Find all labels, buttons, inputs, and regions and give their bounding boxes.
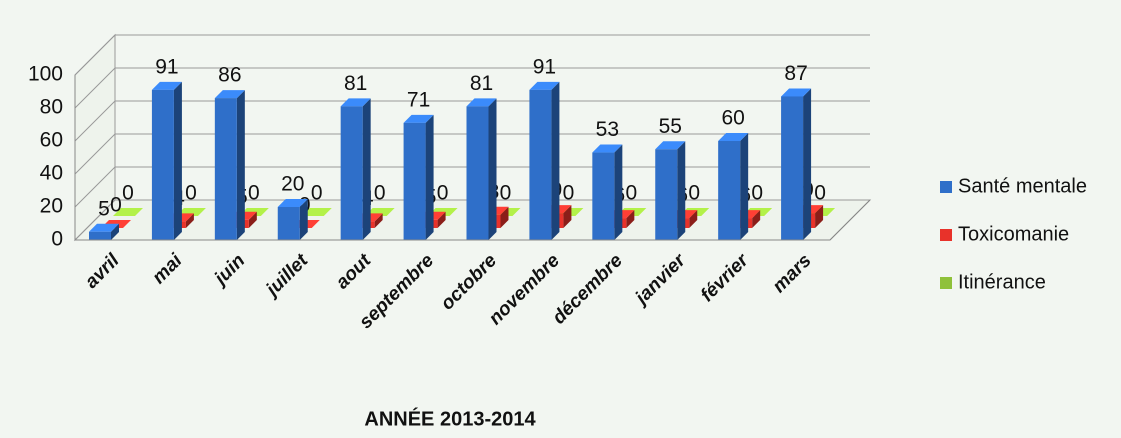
bar-side — [425, 114, 434, 240]
y-tick-label: 40 — [40, 162, 63, 185]
bar — [592, 152, 615, 240]
data-label: 71 — [407, 88, 430, 111]
data-label: 91 — [155, 55, 178, 78]
bar-top — [403, 114, 434, 123]
data-label: 5 — [98, 197, 110, 220]
grid-line — [74, 34, 870, 76]
data-label: 91 — [533, 55, 556, 78]
data-label: 81 — [470, 72, 493, 95]
data-label: 0 — [374, 182, 386, 205]
bar-top — [718, 133, 749, 141]
x-axis-edge — [829, 199, 871, 241]
bar-side — [740, 133, 749, 240]
data-label: 0 — [751, 182, 763, 205]
data-label: 0 — [625, 182, 637, 205]
data-label: 53 — [596, 118, 619, 141]
data-label: 86 — [218, 64, 241, 87]
bar-side — [626, 210, 635, 228]
bar — [340, 106, 363, 240]
bar — [89, 231, 111, 240]
data-label: 0 — [437, 182, 449, 205]
data-label: 87 — [784, 62, 807, 85]
bar-top — [89, 223, 119, 232]
bar-side — [563, 205, 572, 228]
legend-swatch — [940, 181, 952, 193]
bar-side — [362, 98, 371, 240]
bar — [781, 96, 804, 240]
legend-swatch — [940, 277, 952, 289]
bar-side — [236, 90, 245, 240]
data-label: 0 — [311, 182, 323, 205]
legend-label: Itinérance — [958, 271, 1046, 293]
bar-top — [466, 98, 497, 107]
bar-side — [299, 199, 308, 240]
bar — [214, 98, 237, 240]
bar-side — [185, 213, 194, 228]
bar — [718, 141, 741, 240]
y-tick-label: 80 — [40, 96, 63, 119]
bar-side — [111, 223, 119, 240]
y-tick-label: 60 — [40, 129, 63, 152]
bar-side — [677, 141, 686, 240]
bar-side — [614, 144, 623, 240]
bar — [655, 149, 678, 240]
y-tick-label: 0 — [51, 228, 63, 251]
legend-swatch — [940, 229, 952, 241]
data-label: 60 — [721, 107, 744, 130]
bar-side — [248, 211, 257, 228]
bar-side — [500, 206, 509, 228]
data-label: 0 — [110, 194, 122, 217]
data-label: 55 — [659, 115, 682, 138]
bar-top — [340, 98, 371, 107]
grid-line — [74, 67, 870, 109]
bar-top — [592, 144, 623, 153]
bar-side — [173, 81, 182, 240]
bar-top — [151, 81, 182, 90]
x-axis-title: ANNÉE 2013-2014 — [364, 407, 536, 430]
bar — [277, 207, 300, 240]
grid-line — [74, 100, 870, 142]
data-label: 0 — [122, 182, 134, 205]
bar-top — [214, 90, 245, 99]
data-label: 0 — [185, 182, 197, 205]
bar-top — [781, 88, 812, 97]
bar-side — [488, 98, 497, 240]
data-label: 0 — [814, 182, 826, 205]
data-label: 0 — [563, 182, 575, 205]
bar-side — [815, 205, 824, 228]
bar-top — [655, 141, 686, 150]
bar-side — [437, 211, 446, 228]
bar-side — [374, 213, 383, 228]
bar-side — [551, 81, 560, 240]
bar-top — [529, 81, 560, 90]
bar — [466, 106, 489, 240]
y-tick-label: 20 — [40, 195, 63, 218]
data-label: 81 — [344, 72, 367, 95]
legend-label: Toxicomanie — [958, 223, 1069, 245]
bar-side — [752, 210, 761, 228]
grid-line — [74, 133, 870, 175]
data-label: 0 — [688, 182, 700, 205]
bar-top — [301, 208, 332, 216]
bar — [151, 89, 174, 240]
bar-side — [803, 88, 812, 240]
data-label: 0 — [248, 182, 260, 205]
legend-label: Santé mentale — [958, 175, 1087, 197]
data-label: 20 — [281, 173, 304, 196]
y-tick-label: 100 — [28, 63, 63, 86]
bar-top — [277, 199, 308, 207]
bar-top — [113, 208, 143, 216]
bar-side — [689, 210, 698, 228]
bar — [529, 89, 552, 240]
data-label: 0 — [500, 182, 512, 205]
bar — [403, 122, 426, 240]
